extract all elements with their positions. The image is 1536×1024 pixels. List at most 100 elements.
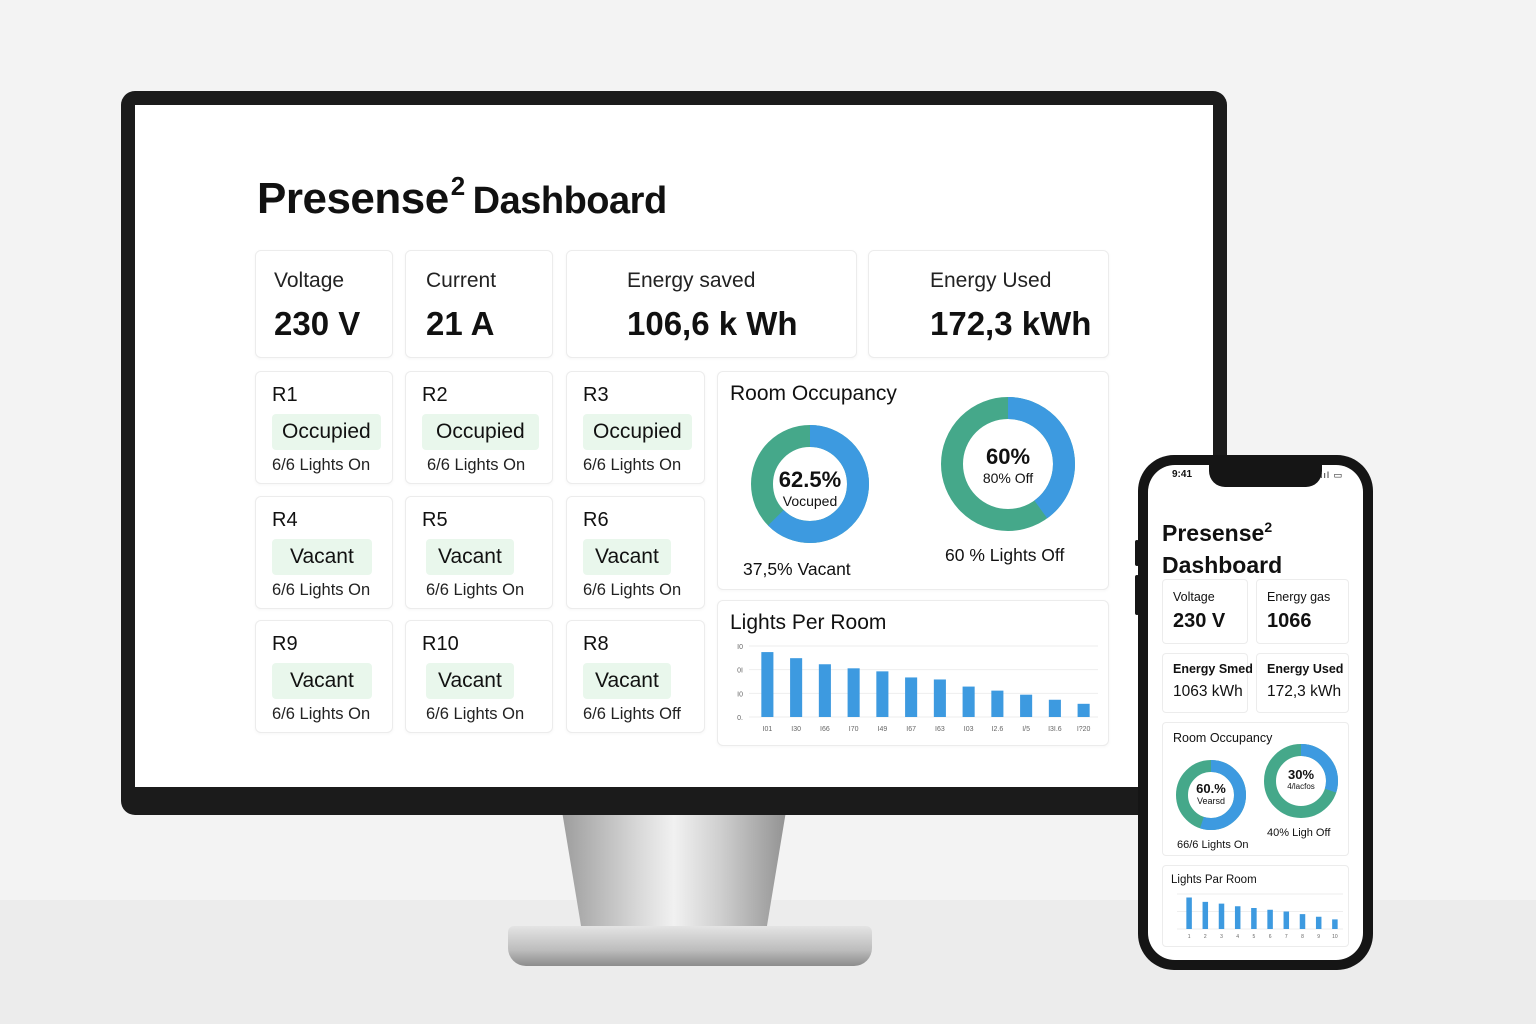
bar [991,690,1004,717]
bar [1299,914,1306,929]
room-lights: 6/6 Lights On [272,581,371,599]
lights-bar-chart: 1 2 3 4 5 6 7 8 9 10 [1177,893,1343,940]
bar [876,671,889,717]
x-tick-label: I01 [763,726,773,733]
status-badge: Occupied [272,414,381,450]
bar [1267,909,1273,929]
stat-value: 172,3 kWh [930,305,1092,342]
stat-label: Current [426,269,497,292]
stat-card-voltage: Voltage 230 V [255,250,393,358]
x-tick-label: I70 [849,726,859,733]
monitor-stand-neck [562,815,786,927]
donut-center: 60% 80% Off [933,444,1083,486]
x-tick-label: 6 [1269,934,1272,940]
bar [1315,916,1322,929]
room-card[interactable]: R3 Occupied 6/6 Lights On [566,371,705,484]
room-card[interactable]: R8 Vacant 6/6 Lights Off [566,620,705,733]
x-tick-label: I30 [791,726,801,733]
room-lights: 6/6 Lights On [583,456,682,474]
bar [1020,694,1033,717]
room-name: R6 [583,509,609,531]
room-card[interactable]: R6 Vacant 6/6 Lights On [566,496,705,609]
phone-lights-per-room-panel: Lights Par Room 1 2 3 4 5 6 7 8 9 10 [1162,865,1349,947]
occupancy-title: Room Occupancy [1173,731,1273,745]
x-tick-label: 3 [1220,934,1223,940]
bar [1077,703,1090,717]
x-tick-label: I/5 [1022,726,1030,733]
room-lights: 6/6 Lights On [426,705,525,723]
donut-center: 62.5% Vocuped [745,467,875,509]
bar [933,679,946,717]
donut-caption: 60 % Lights Off [945,545,1065,565]
title-suffix: Dashboard [1162,552,1283,578]
status-badge: Vacant [272,663,372,699]
page-title: Presense2 Dashboard [257,171,667,224]
monitor-screen: Presense2 Dashboard Voltage 230 V Current… [135,105,1213,787]
room-card[interactable]: R1 Occupied 6/6 Lights On [255,371,393,484]
status-badge: Occupied [583,414,692,450]
x-tick-label: I?20 [1077,726,1091,733]
y-tick-label: 0I [737,668,743,675]
title-superscript: 2 [450,171,465,201]
phone: 9:41 ııl ▭ Presense2 Dashboard Voltage 2… [1138,455,1373,970]
bar [1283,911,1290,929]
x-tick-label: 5 [1253,934,1256,940]
stat-label: Energy Used [1267,662,1344,676]
phone-stat-card-energy-used: Energy Used 172,3 kWh [1256,653,1349,713]
room-lights: 6/6 Lights On [272,705,371,723]
donut-subtitle: Vocuped [782,493,838,509]
status-badge: Vacant [272,539,372,575]
room-card[interactable]: R2 Occupied 6/6 Lights On [405,371,553,484]
stat-card-current: Current 21 A [405,250,553,358]
x-tick-label: 9 [1317,934,1320,940]
donut-segment [1176,760,1246,830]
stat-label: Energy Smed [1173,662,1253,676]
stat-value: 230 V [274,305,361,342]
donut-center: 60.% Vearsd [1173,781,1249,806]
stat-label: Energy gas [1267,590,1331,604]
donut-subtitle: Vearsd [1196,796,1226,806]
donut-subtitle: 4/lacfos [1287,782,1315,791]
stat-label: Energy saved [627,269,756,292]
phone-side-button [1135,575,1139,615]
x-tick-label: I2.6 [992,726,1004,733]
phone-stat-card-voltage: Voltage 230 V [1162,579,1248,644]
bar [1218,903,1225,929]
bar [1234,906,1241,929]
room-name: R1 [272,384,298,406]
bar [790,658,803,717]
room-card[interactable]: R9 Vacant 6/6 Lights On [255,620,393,733]
x-tick-label: I67 [906,726,916,733]
room-card[interactable]: R5 Vacant 6/6 Lights On [405,496,553,609]
bar [1186,897,1192,929]
status-badge: Vacant [583,539,671,575]
x-tick-label: I3I.6 [1048,726,1062,733]
x-tick-label: 2 [1204,934,1207,940]
title-superscript: 2 [1264,519,1273,535]
signal-battery-icon: ııl ▭ [1320,470,1344,480]
status-badge: Vacant [426,663,514,699]
bar [905,677,918,717]
room-card[interactable]: R10 Vacant 6/6 Lights On [405,620,553,733]
stat-label: Voltage [274,269,345,292]
room-occupancy-panel: Room Occupancy 62.5% Vocuped 37,5% Vacan… [717,371,1109,590]
lights-off-donut [1264,744,1338,818]
room-card[interactable]: R4 Vacant 6/6 Lights On [255,496,393,609]
phone-page-title: Presense2 Dashboard [1162,511,1282,581]
status-badge: Occupied [422,414,539,450]
x-tick-label: I49 [878,726,888,733]
stat-value: 1066 [1267,610,1312,632]
status-badge: Vacant [426,539,514,575]
phone-screen: 9:41 ııl ▭ Presense2 Dashboard Voltage 2… [1148,465,1363,960]
bar [847,668,860,717]
y-tick-label: 0. [737,715,743,722]
x-tick-label: 4 [1236,934,1239,940]
stat-card-energy-used: Energy Used 172,3 kWh [868,250,1109,358]
room-name: R8 [583,633,609,655]
title-main: Presense [257,174,449,223]
x-tick-label: I03 [964,726,974,733]
lights-bar-chart: I0 0I I0 0. I01 I30 I66 I70 I49 I67 I63 I03 I2.6 I/5 I… [737,644,1098,733]
status-time: 9:41 [1172,469,1193,480]
x-tick-label: 1 [1188,934,1191,940]
donut-caption: 40% Ligh Off [1267,827,1331,839]
